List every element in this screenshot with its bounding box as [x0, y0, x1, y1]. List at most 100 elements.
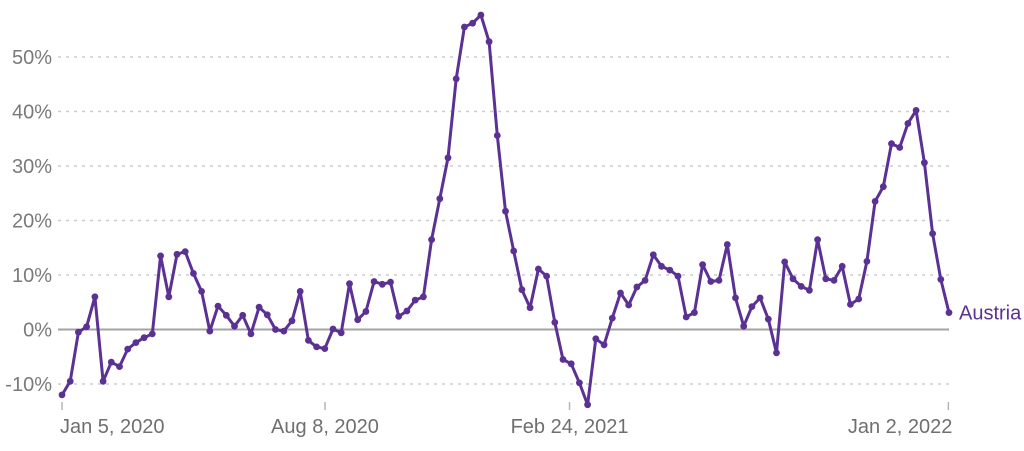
data-point[interactable] — [855, 295, 863, 303]
data-point[interactable] — [387, 278, 394, 286]
data-point[interactable] — [444, 154, 452, 162]
data-point[interactable] — [732, 294, 739, 302]
data-point[interactable] — [740, 322, 748, 330]
data-point[interactable] — [559, 356, 567, 363]
data-point[interactable] — [461, 23, 468, 31]
data-point[interactable] — [838, 262, 846, 270]
data-point[interactable] — [132, 339, 140, 346]
data-point[interactable] — [797, 283, 805, 290]
data-point[interactable] — [124, 345, 132, 353]
data-point[interactable] — [945, 309, 953, 316]
data-point[interactable] — [107, 358, 115, 366]
data-point[interactable] — [428, 236, 435, 244]
data-point[interactable] — [699, 261, 706, 268]
data-point[interactable] — [222, 311, 230, 319]
data-point[interactable] — [633, 283, 641, 291]
data-point[interactable] — [411, 296, 419, 304]
data-point[interactable] — [518, 286, 526, 294]
data-point[interactable] — [847, 301, 854, 308]
data-point[interactable] — [806, 286, 813, 294]
data-point[interactable] — [206, 327, 214, 335]
data-point[interactable] — [764, 315, 772, 323]
data-point[interactable] — [789, 275, 797, 283]
data-point[interactable] — [625, 301, 633, 309]
data-point[interactable] — [814, 236, 821, 244]
data-point[interactable] — [337, 329, 345, 337]
data-point[interactable] — [116, 363, 123, 370]
data-point[interactable] — [469, 19, 476, 27]
data-point[interactable] — [198, 288, 206, 295]
data-point[interactable] — [231, 322, 238, 330]
data-point[interactable] — [822, 275, 830, 283]
data-point[interactable] — [576, 379, 583, 387]
data-point[interactable] — [313, 343, 320, 351]
data-point[interactable] — [863, 258, 871, 265]
data-point[interactable] — [896, 144, 904, 151]
data-point[interactable] — [75, 328, 82, 336]
data-point[interactable] — [871, 198, 879, 205]
data-point[interactable] — [649, 251, 657, 259]
data-point[interactable] — [58, 391, 66, 399]
data-point[interactable] — [239, 311, 247, 319]
data-point[interactable] — [362, 308, 370, 315]
data-point[interactable] — [247, 330, 255, 338]
data-point[interactable] — [436, 195, 444, 203]
data-point[interactable] — [370, 278, 378, 285]
data-point[interactable] — [551, 319, 559, 326]
data-point[interactable] — [214, 302, 222, 310]
data-point[interactable] — [748, 303, 756, 310]
data-point[interactable] — [608, 314, 616, 322]
data-point[interactable] — [773, 349, 780, 357]
data-point[interactable] — [707, 278, 715, 285]
data-point[interactable] — [715, 277, 723, 284]
data-point[interactable] — [395, 313, 403, 320]
data-point[interactable] — [140, 334, 148, 342]
data-point[interactable] — [288, 317, 296, 325]
data-point[interactable] — [937, 276, 945, 283]
data-point[interactable] — [66, 377, 74, 385]
data-point[interactable] — [403, 307, 411, 315]
data-point[interactable] — [617, 289, 624, 297]
data-point[interactable] — [658, 262, 665, 270]
data-point[interactable] — [600, 341, 608, 349]
data-point[interactable] — [148, 330, 156, 338]
data-point[interactable] — [280, 327, 288, 335]
data-point[interactable] — [452, 75, 460, 83]
data-point[interactable] — [543, 272, 550, 280]
data-point[interactable] — [190, 270, 197, 277]
data-point[interactable] — [378, 280, 386, 288]
data-point[interactable] — [756, 294, 764, 302]
data-point[interactable] — [879, 183, 887, 191]
data-point[interactable] — [502, 207, 509, 215]
data-point[interactable] — [526, 304, 534, 312]
data-point[interactable] — [354, 316, 362, 324]
data-point[interactable] — [173, 250, 181, 258]
data-point[interactable] — [272, 326, 279, 333]
data-point[interactable] — [912, 107, 920, 114]
data-point[interactable] — [305, 337, 312, 344]
data-point[interactable] — [165, 293, 173, 301]
data-point[interactable] — [296, 288, 304, 295]
data-point[interactable] — [346, 280, 353, 288]
data-point[interactable] — [321, 345, 329, 352]
data-point[interactable] — [91, 293, 99, 301]
data-point[interactable] — [477, 11, 485, 19]
data-point[interactable] — [329, 325, 337, 333]
data-point[interactable] — [535, 265, 542, 273]
data-point[interactable] — [592, 335, 600, 343]
data-point[interactable] — [493, 132, 501, 139]
data-point[interactable] — [181, 248, 189, 256]
data-point[interactable] — [830, 277, 838, 284]
data-point[interactable] — [781, 258, 789, 266]
data-point[interactable] — [83, 323, 90, 331]
data-point[interactable] — [904, 120, 912, 127]
data-point[interactable] — [485, 38, 493, 46]
data-point[interactable] — [99, 377, 107, 385]
data-point[interactable] — [929, 230, 936, 238]
data-point[interactable] — [723, 241, 731, 248]
data-point[interactable] — [157, 252, 165, 260]
data-point[interactable] — [691, 309, 698, 316]
data-point[interactable] — [888, 140, 895, 148]
data-point[interactable] — [510, 247, 518, 255]
data-point[interactable] — [674, 272, 682, 280]
